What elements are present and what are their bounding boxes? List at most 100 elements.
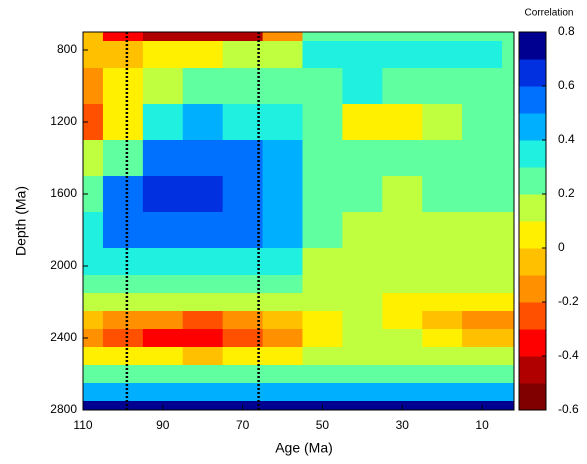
contour-cell: [182, 248, 224, 276]
contour-cell: [182, 347, 224, 366]
contour-cell: [502, 140, 514, 177]
contour-cell: [102, 401, 144, 410]
contour-cell: [262, 104, 304, 141]
colorbar-band: [519, 248, 546, 276]
contour-cell: [83, 32, 104, 42]
contour-cell: [302, 212, 343, 249]
contour-cell: [462, 311, 503, 330]
contour-cell: [262, 176, 304, 213]
contour-cell: [102, 293, 144, 312]
contour-cell: [182, 176, 224, 213]
y-tick-label: 2800: [50, 402, 77, 416]
contour-cell: [142, 383, 184, 402]
contour-cell: [342, 347, 383, 366]
contour-cell: [502, 248, 514, 276]
contour-cell: [83, 212, 104, 249]
contour-cell: [83, 140, 104, 177]
contour-cell: [502, 401, 514, 410]
contour-cell: [462, 68, 503, 105]
contour-cell: [222, 275, 264, 294]
colorbar-band: [519, 356, 546, 384]
colorbar-tick-label: -0.6: [558, 402, 579, 416]
contour-cell: [222, 176, 264, 213]
contour-cell: [502, 275, 514, 294]
contour-cell: [83, 311, 104, 330]
contour-cell: [462, 293, 503, 312]
contour-cell: [222, 347, 264, 366]
contour-cell: [102, 275, 144, 294]
contour-cell: [262, 41, 304, 69]
contour-cell: [83, 401, 104, 410]
contour-cell: [102, 212, 144, 249]
contour-cell: [422, 293, 463, 312]
contour-cell: [422, 275, 463, 294]
x-tick-label: 30: [396, 418, 410, 432]
contour-cell: [342, 293, 383, 312]
colorbar-band: [519, 221, 546, 249]
x-axis-label: Age (Ma): [275, 440, 333, 456]
contour-cell: [342, 32, 383, 42]
contour-cell: [422, 176, 463, 213]
contour-cell: [502, 41, 514, 69]
contour-cell: [382, 41, 423, 69]
contour-cell: [342, 248, 383, 276]
contour-cell: [342, 41, 383, 69]
contour-cell: [262, 293, 304, 312]
plot-frame: [82, 31, 515, 411]
colorbar-frame: [518, 31, 547, 411]
contour-cell: [462, 41, 503, 69]
contour-cell: [262, 140, 304, 177]
contour-cell: [462, 140, 503, 177]
contour-cell: [182, 68, 224, 105]
contour-cell: [302, 140, 343, 177]
contour-cell: [142, 275, 184, 294]
contour-cell: [83, 248, 104, 276]
contour-cell: [142, 293, 184, 312]
contour-cell: [342, 140, 383, 177]
y-tick-label: 2400: [50, 330, 77, 344]
contour-cell: [382, 68, 423, 105]
contour-cell: [222, 248, 264, 276]
colorbar-tick-label: 0: [558, 240, 565, 254]
contour-cell: [83, 383, 104, 402]
colorbar-band: [519, 383, 546, 411]
contour-cell: [142, 140, 184, 177]
colorbar-band: [519, 167, 546, 195]
contour-cell: [83, 68, 104, 105]
contour-cell: [502, 104, 514, 141]
contour-cell: [83, 365, 104, 384]
colorbar-band: [519, 329, 546, 357]
contour-cell: [142, 104, 184, 141]
contour-cell: [342, 68, 383, 105]
colorbar-tick-label: -0.4: [558, 348, 579, 362]
contour-cell: [342, 383, 383, 402]
colorbar-band: [519, 59, 546, 87]
contour-cell: [462, 347, 503, 366]
colorbar-tick-label: 0.4: [558, 132, 575, 146]
contour-cell: [262, 347, 304, 366]
contour-cell: [502, 293, 514, 312]
x-tick-label: 110: [73, 418, 92, 432]
contour-cell: [462, 365, 503, 384]
contour-cell: [342, 212, 383, 249]
contour-cell: [462, 248, 503, 276]
contour-cell: [462, 275, 503, 294]
contour-cell: [302, 311, 343, 330]
contour-cell: [422, 248, 463, 276]
contour-cell: [182, 140, 224, 177]
contour-cell: [462, 383, 503, 402]
contour-cell: [83, 41, 104, 69]
contour-cell: [222, 293, 264, 312]
colorbar-tick-label: -0.2: [558, 294, 579, 308]
contour-cell: [382, 32, 423, 42]
contour-cell: [422, 401, 463, 410]
contour-cell: [142, 68, 184, 105]
contour-cell: [83, 347, 104, 366]
colorbar-tick-label: 0.2: [558, 186, 575, 200]
x-tick-label: 50: [316, 418, 330, 432]
contour-cell: [102, 311, 144, 330]
contour-cell: [342, 401, 383, 410]
y-tick-label: 1600: [50, 186, 77, 200]
